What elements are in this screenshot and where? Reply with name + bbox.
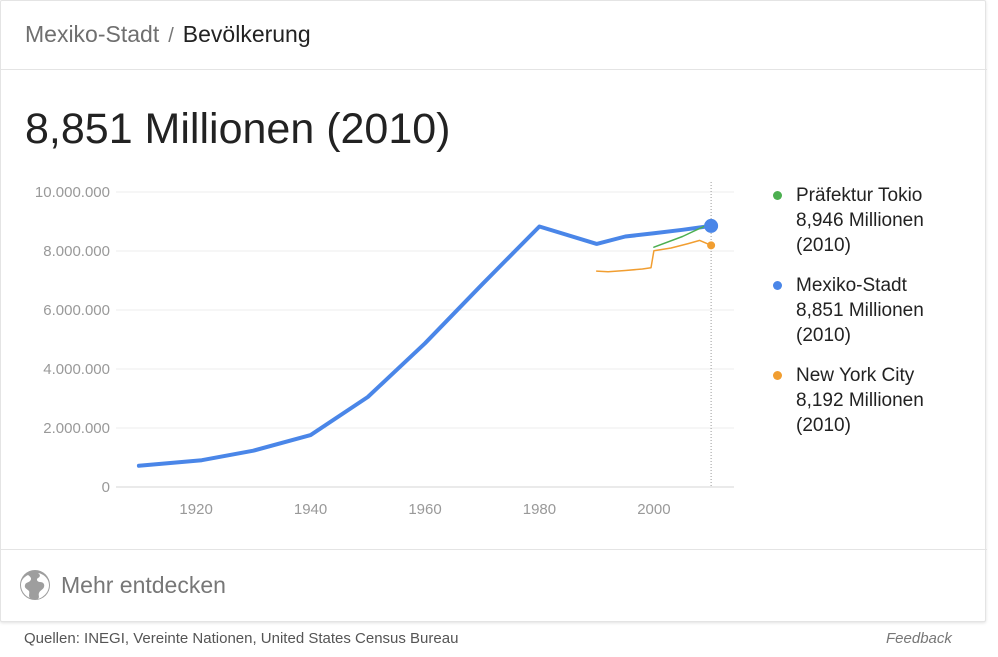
breadcrumb-root-link[interactable]: Mexiko-Stadt xyxy=(25,21,160,47)
series-end-point xyxy=(707,241,716,250)
y-tick-label: 10.000.000 xyxy=(35,184,110,201)
legend-item-new-york-city[interactable]: New York City 8,192 Millionen (2010) xyxy=(773,363,983,438)
population-headline: 8,851 Millionen (2010) xyxy=(25,105,451,153)
y-tick-label: 0 xyxy=(102,479,110,496)
legend-series-year: (2010) xyxy=(796,415,851,436)
legend-dot-icon xyxy=(773,191,782,200)
sources-text: Quellen: INEGI, Vereinte Nationen, Unite… xyxy=(24,630,459,647)
x-tick-label: 1920 xyxy=(179,501,212,518)
footer-divider xyxy=(1,549,987,550)
breadcrumb-current: Bevölkerung xyxy=(182,21,311,47)
y-tick-label: 8.000.000 xyxy=(43,243,110,260)
y-tick-label: 4.000.000 xyxy=(43,361,110,378)
x-tick-label: 1940 xyxy=(294,501,327,518)
legend-dot-icon xyxy=(773,371,782,380)
x-tick-label: 2000 xyxy=(637,501,670,518)
legend-dot-icon xyxy=(773,281,782,290)
x-tick-label: 1960 xyxy=(408,501,441,518)
series-line xyxy=(595,239,712,273)
legend-series-value: 8,851 Millionen xyxy=(796,300,924,321)
y-tick-label: 6.000.000 xyxy=(43,302,110,319)
legend-series-name: Präfektur Tokio xyxy=(796,185,923,206)
legend-series-year: (2010) xyxy=(796,325,851,346)
breadcrumb: Mexiko-Stadt / Bevölkerung xyxy=(25,21,311,48)
feedback-link[interactable]: Feedback xyxy=(886,630,952,647)
header-divider xyxy=(1,69,987,70)
explore-more-label: Mehr entdecken xyxy=(61,571,226,598)
explore-more-link[interactable]: Mehr entdecken xyxy=(19,569,226,601)
legend-item-mexico-city[interactable]: Mexiko-Stadt 8,851 Millionen (2010) xyxy=(773,273,983,348)
series-line xyxy=(136,223,714,468)
breadcrumb-separator: / xyxy=(168,25,174,47)
series-end-point xyxy=(704,218,719,233)
legend-series-year: (2010) xyxy=(796,235,851,256)
chart-legend: Präfektur Tokio 8,946 Millionen (2010) M… xyxy=(773,183,983,453)
legend-series-value: 8,946 Millionen xyxy=(796,210,924,231)
legend-series-name: New York City xyxy=(796,365,915,386)
legend-series-value: 8,192 Millionen xyxy=(796,390,924,411)
knowledge-card: Mexiko-Stadt / Bevölkerung 8,851 Million… xyxy=(0,0,987,622)
y-tick-label: 2.000.000 xyxy=(43,420,110,437)
legend-series-name: Mexiko-Stadt xyxy=(796,275,907,296)
globe-icon xyxy=(20,570,50,600)
legend-item-tokyo[interactable]: Präfektur Tokio 8,946 Millionen (2010) xyxy=(773,183,983,258)
x-tick-label: 1980 xyxy=(523,501,556,518)
population-line-chart[interactable]: 0 2.000.000 4.000.000 6.000.000 8.000.000 10.… xyxy=(1,176,761,521)
series-line xyxy=(653,222,712,248)
